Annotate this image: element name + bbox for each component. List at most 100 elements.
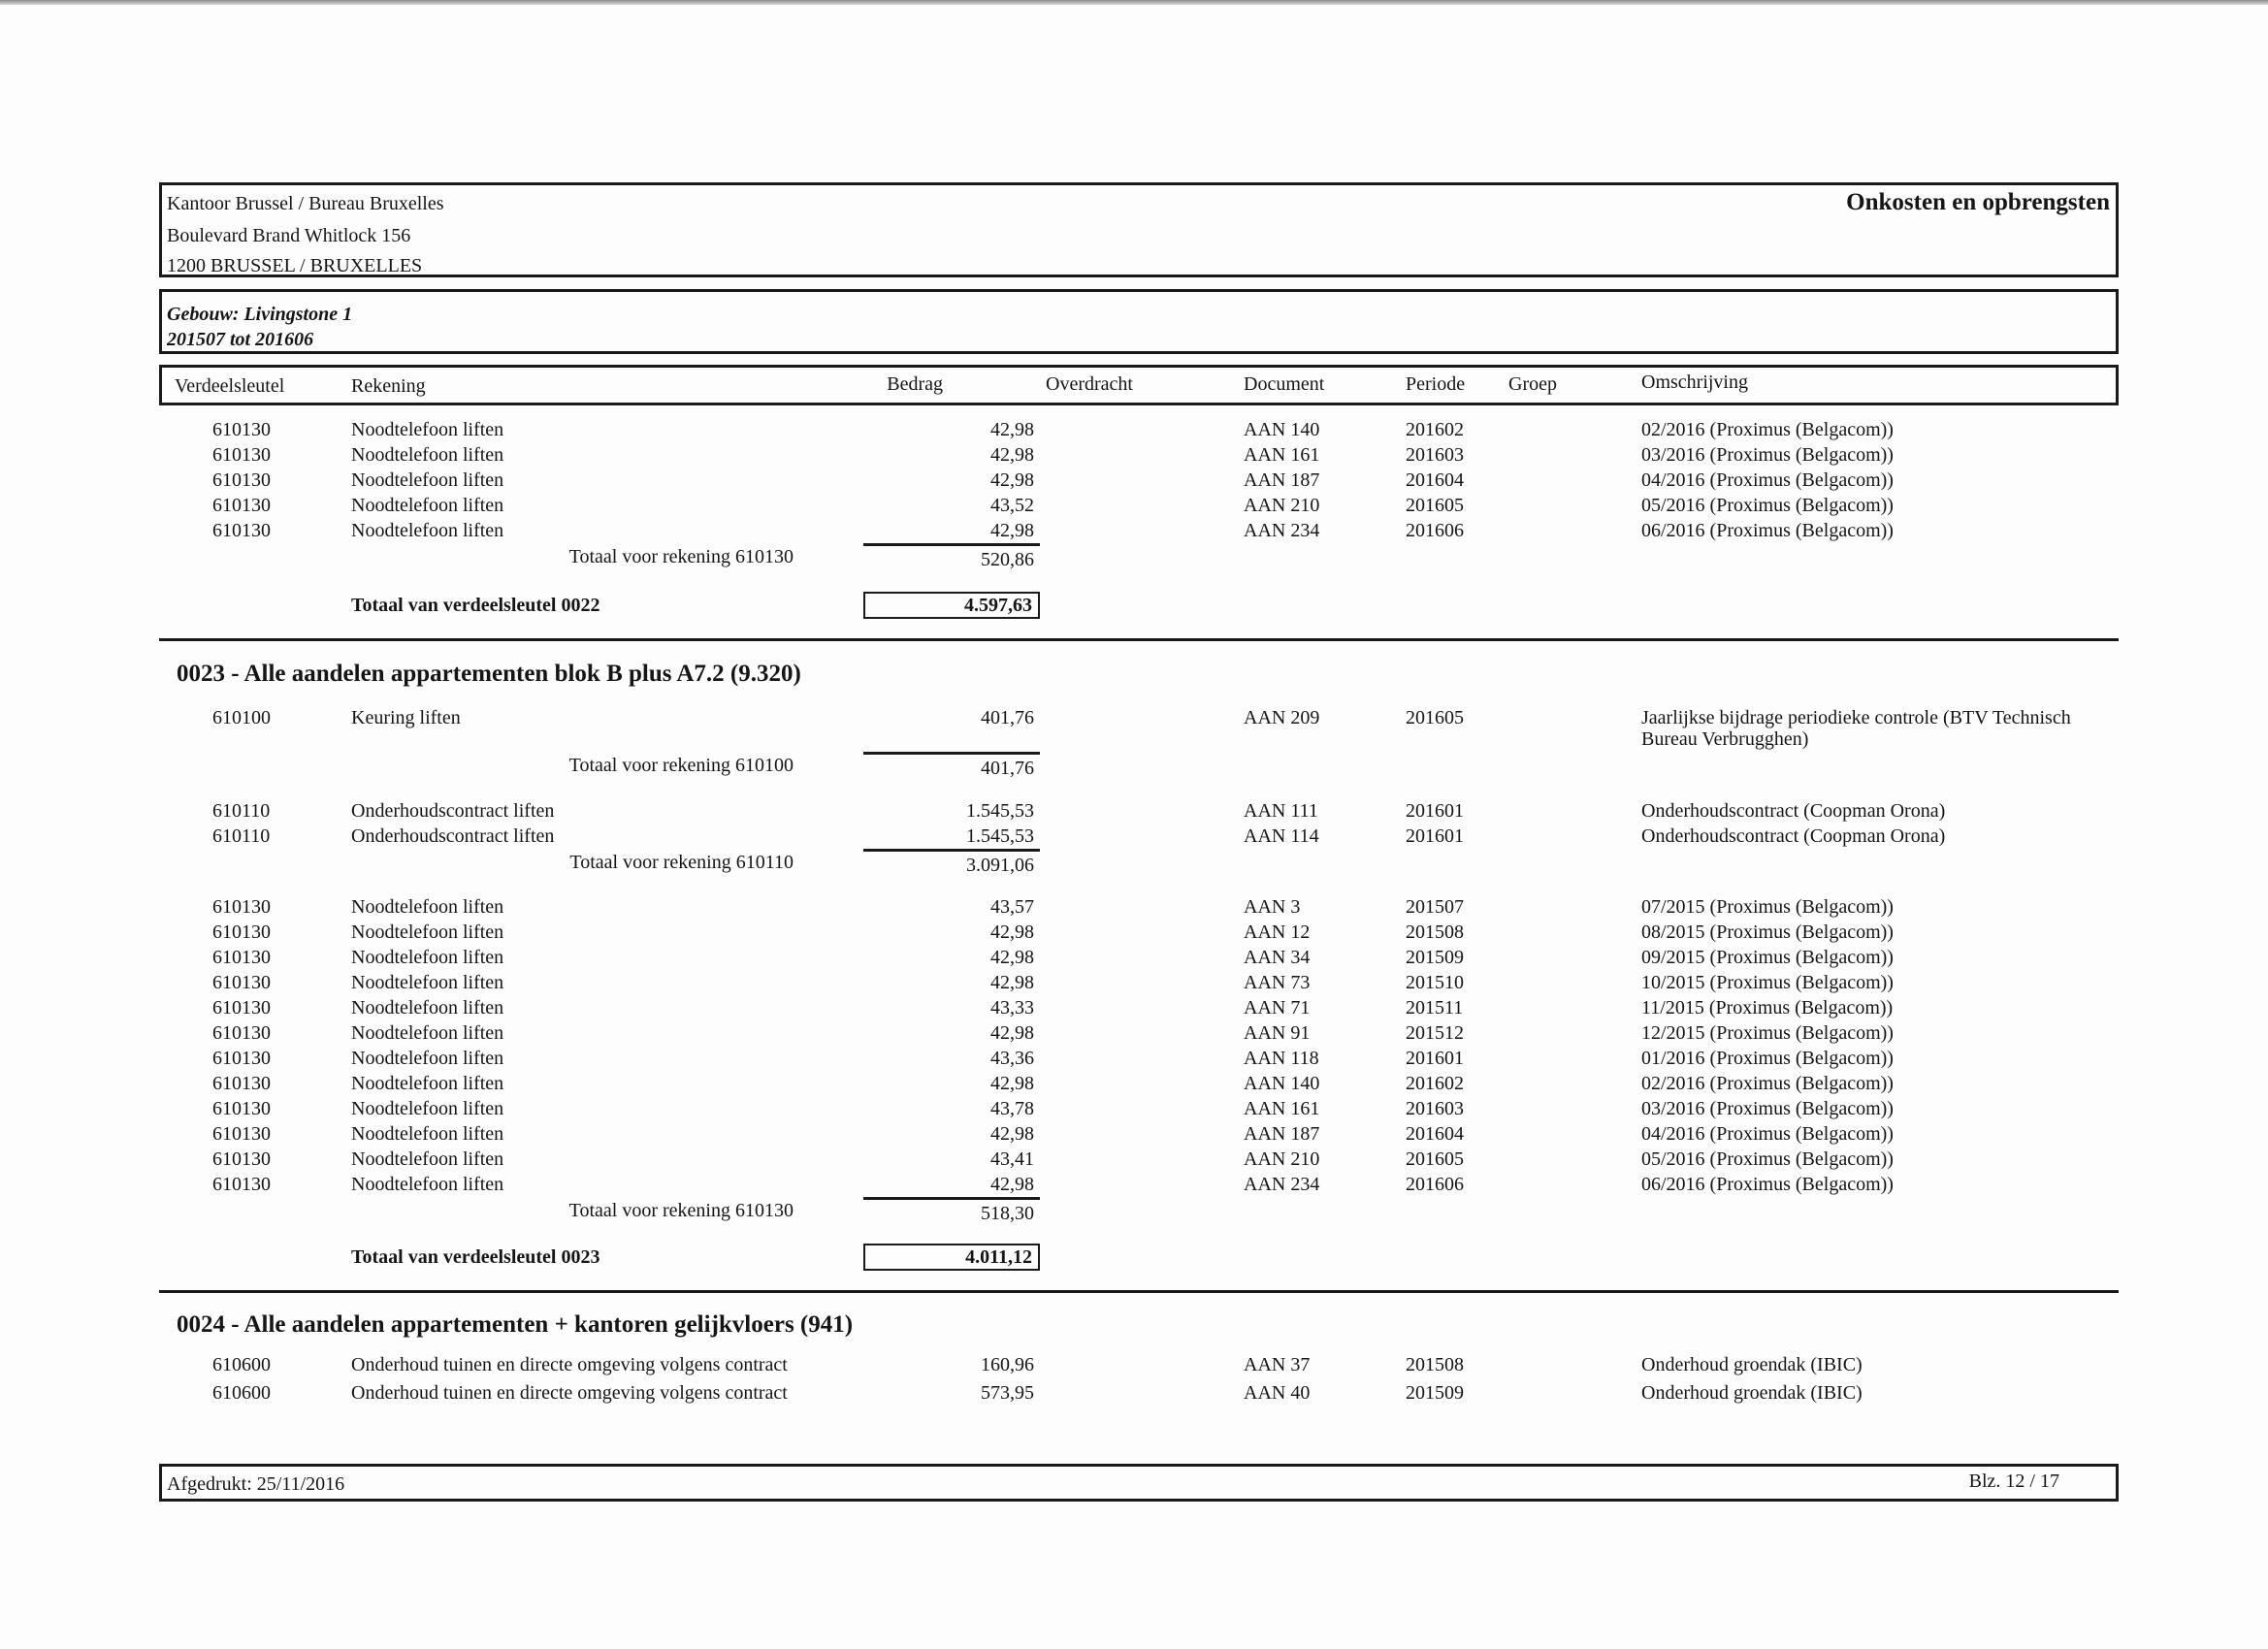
printed-date: Afgedrukt: 25/11/2016: [167, 1473, 345, 1495]
cell-document: AAN 234: [1244, 1174, 1320, 1195]
cell-rekening: Noodtelefoon liften: [351, 520, 504, 541]
cell-bedrag: 42,98: [990, 419, 1034, 440]
cell-verdeelsleutel: 610600: [212, 1382, 271, 1404]
cell-omschrijving: 05/2016 (Proximus (Belgacom)): [1641, 495, 1894, 516]
cell-overdracht: [1034, 947, 1244, 968]
office-name: Kantoor Brussel / Bureau Bruxelles: [167, 193, 444, 214]
row-indent: [159, 495, 212, 516]
cell-document: AAN 114: [1244, 825, 1319, 847]
cell-omschrijving: 01/2016 (Proximus (Belgacom)): [1641, 1048, 1894, 1069]
cell-rekening: Noodtelefoon liften: [351, 419, 504, 440]
cell-groep: [1508, 1354, 1641, 1375]
cell-omschrijving: 07/2015 (Proximus (Belgacom)): [1641, 896, 1894, 918]
row-indent: [159, 825, 212, 847]
cell-overdracht: [1034, 972, 1244, 993]
cell-groep: [1508, 972, 1641, 993]
subtotal-label: Totaal voor rekening 610100: [568, 755, 794, 776]
table-row: 610130 Noodtelefoon liften 42,98 AAN 140 201…: [159, 1071, 2119, 1096]
cell-groep: [1508, 896, 1641, 918]
cell-document: AAN 34: [1244, 947, 1311, 968]
col-rekening: Rekening: [351, 375, 426, 397]
row-indent: [159, 1354, 212, 1375]
row-spacer: [212, 1197, 351, 1224]
table-row: 610110 Onderhoudscontract liften 1.545,53 A…: [159, 798, 2119, 824]
table-row: 610130 Noodtelefoon liften 43,78 AAN 161 201…: [159, 1096, 2119, 1121]
cell-verdeelsleutel: 610130: [212, 419, 271, 440]
cell-rekening: Onderhoud tuinen en directe omgeving vol…: [351, 1354, 788, 1375]
cell-periode: 201507: [1406, 896, 1464, 918]
table-row: 610130 Noodtelefoon liften 42,98 AAN 73 2015…: [159, 970, 2119, 995]
cell-rekening: Noodtelefoon liften: [351, 1022, 504, 1044]
cell-overdracht: [1034, 1048, 1244, 1069]
cell-periode: 201602: [1406, 1073, 1464, 1094]
cell-verdeelsleutel: 610130: [212, 1073, 271, 1094]
cell-omschrijving: 03/2016 (Proximus (Belgacom)): [1641, 1098, 1894, 1119]
cell-periode: 201606: [1406, 1174, 1464, 1195]
cell-omschrijving: 09/2015 (Proximus (Belgacom)): [1641, 947, 1894, 968]
cell-rekening: Noodtelefoon liften: [351, 469, 504, 491]
cell-bedrag: 42,98: [990, 947, 1034, 968]
key-total-cell: 4.011,12: [836, 1244, 1040, 1271]
cell-verdeelsleutel: 610130: [212, 1098, 271, 1119]
row-indent: [159, 1382, 212, 1404]
cell-overdracht: [1034, 1073, 1244, 1094]
cell-bedrag: 42,98: [990, 444, 1034, 466]
row-indent: [159, 1073, 212, 1094]
cell-rekening: Noodtelefoon liften: [351, 947, 504, 968]
report-title: Onkosten en opbrengsten: [1846, 189, 2110, 215]
cell-periode: 201509: [1406, 1382, 1464, 1404]
cell-document: AAN 161: [1244, 1098, 1320, 1119]
subtotal-label: Totaal voor rekening 610110: [569, 852, 794, 873]
row-indent: [159, 752, 212, 779]
cell-document: AAN 210: [1244, 1148, 1320, 1170]
subtotal-amount-cell: 520,86: [836, 543, 1040, 570]
cell-groep: [1508, 707, 1641, 750]
cell-bedrag: 42,98: [990, 972, 1034, 993]
cell-bedrag: 43,36: [990, 1048, 1034, 1069]
row-indent: [159, 520, 212, 541]
cell-omschrijving: Onderhoud groendak (IBIC): [1641, 1382, 1863, 1404]
cell-overdracht: [1034, 469, 1244, 491]
building-box: Gebouw: Livingstone 1 201507 tot 201606: [159, 289, 2119, 354]
cell-groep: [1508, 997, 1641, 1018]
cell-overdracht: [1034, 922, 1244, 943]
cell-periode: 201508: [1406, 922, 1464, 943]
cell-rekening: Noodtelefoon liften: [351, 1174, 504, 1195]
cell-omschrijving: Onderhoudscontract (Coopman Orona): [1641, 825, 1946, 847]
table-row: 610100 Keuring liften 401,76 AAN 209 201605 J…: [159, 705, 2119, 752]
cell-periode: 201509: [1406, 947, 1464, 968]
cell-document: AAN 187: [1244, 469, 1320, 491]
row-indent: [159, 469, 212, 491]
cell-periode: 201511: [1406, 997, 1464, 1018]
cell-periode: 201604: [1406, 469, 1464, 491]
table-row: 610130 Noodtelefoon liften 43,57 AAN 3 20150…: [159, 894, 2119, 920]
cell-overdracht: [1034, 896, 1244, 918]
account-subtotal-row: Totaal voor rekening 610100 401,76: [159, 752, 2119, 779]
subtotal-amount: 518,30: [863, 1197, 1040, 1224]
cell-rekening: Noodtelefoon liften: [351, 1098, 504, 1119]
row-indent: [159, 972, 212, 993]
cell-periode: 201604: [1406, 1123, 1464, 1145]
cell-document: AAN 234: [1244, 520, 1320, 541]
cell-groep: [1508, 825, 1641, 847]
cell-bedrag: 1.545,53: [966, 825, 1034, 847]
cell-periode: 201508: [1406, 1354, 1464, 1375]
cell-overdracht: [1034, 1123, 1244, 1145]
cell-periode: 201601: [1406, 800, 1464, 822]
page-number: Blz. 12 / 17: [1968, 1471, 2059, 1492]
row-indent: [159, 997, 212, 1018]
cell-periode: 201601: [1406, 825, 1464, 847]
cell-overdracht: [1034, 495, 1244, 516]
table-row: 610130 Noodtelefoon liften 42,98 AAN 34 2015…: [159, 945, 2119, 970]
ledger-content: 610130 Noodtelefoon liften 42,98 AAN 140 201…: [159, 417, 2119, 1406]
cell-overdracht: [1034, 1098, 1244, 1119]
subtotal-label-cell: Totaal voor rekening 610110: [351, 849, 836, 876]
table-row: 610600 Onderhoud tuinen en directe omgevi…: [159, 1380, 2119, 1406]
col-document: Document: [1244, 373, 1325, 395]
cell-document: AAN 40: [1244, 1382, 1311, 1404]
cell-document: AAN 91: [1244, 1022, 1311, 1044]
cell-periode: 201601: [1406, 1048, 1464, 1069]
cell-document: AAN 71: [1244, 997, 1311, 1018]
section-heading: 0024 - Alle aandelen appartementen + kan…: [177, 1311, 854, 1338]
cell-rekening: Keuring liften: [351, 707, 461, 728]
